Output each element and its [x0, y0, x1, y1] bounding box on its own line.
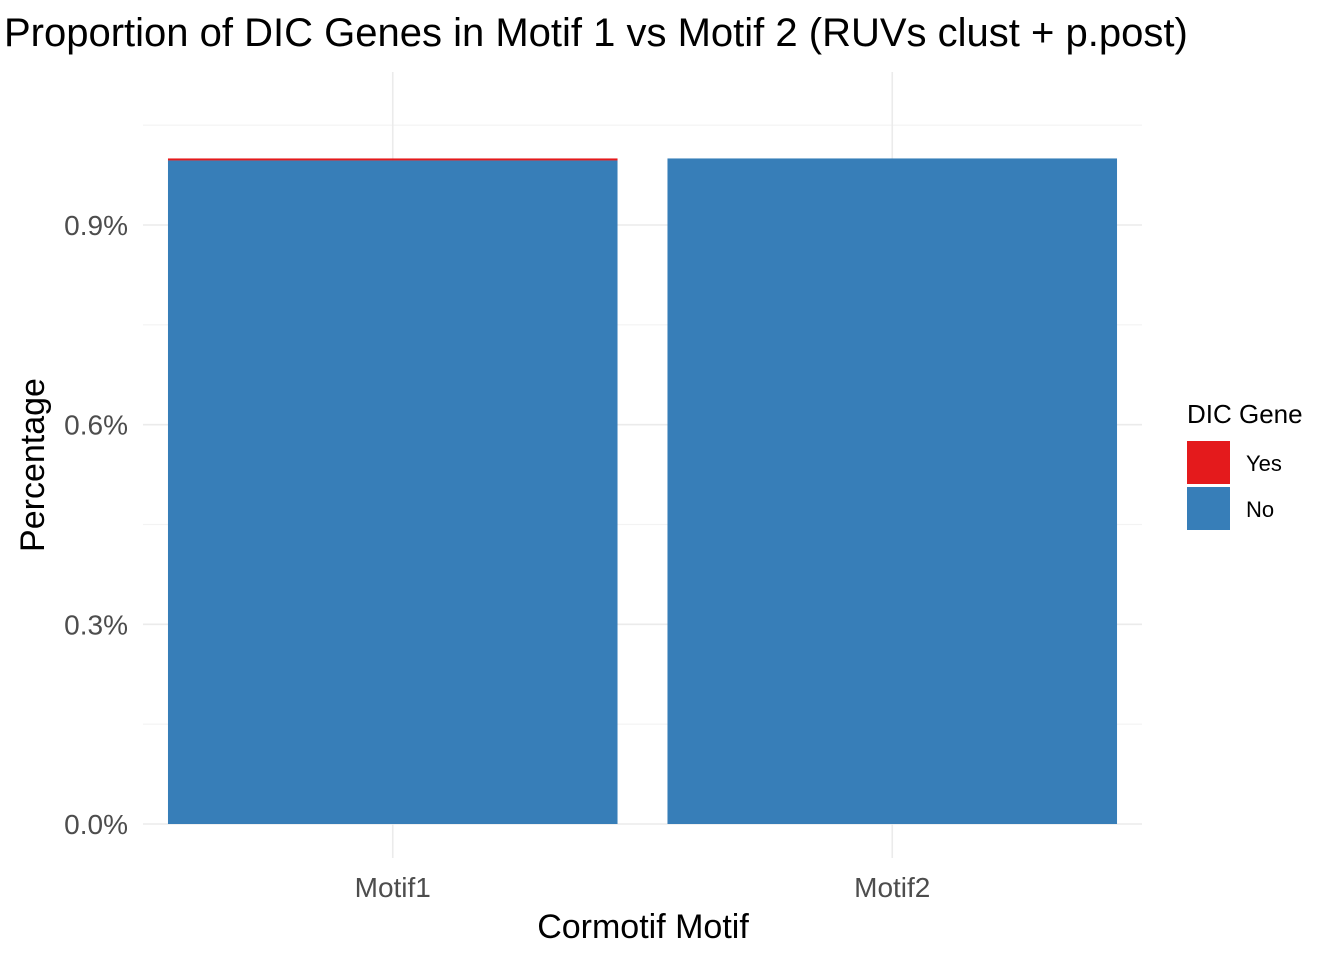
bar-motif1-yes	[167, 158, 618, 161]
y-axis-title: Percentage	[14, 378, 52, 552]
tick-labels: 0.0% 0.3% 0.6% 0.9% Motif1 Motif2	[64, 210, 930, 903]
bar-motif2-no	[667, 158, 1118, 824]
legend-key-no	[1187, 487, 1230, 530]
legend-title: DIC Gene	[1187, 399, 1303, 429]
y-tick-label: 0.6%	[64, 410, 128, 441]
y-tick-label: 0.0%	[64, 809, 128, 840]
bars	[167, 158, 1118, 825]
x-tick-label: Motif2	[854, 872, 930, 903]
legend: DIC Gene Yes No	[1187, 399, 1303, 530]
legend-label-yes: Yes	[1246, 451, 1282, 476]
x-axis-title: Cormotif Motif	[537, 908, 749, 946]
legend-label-no: No	[1246, 497, 1274, 522]
legend-key-yes	[1187, 441, 1230, 484]
chart-title: Proportion of DIC Genes in Motif 1 vs Mo…	[4, 11, 1188, 55]
y-tick-label: 0.3%	[64, 609, 128, 640]
y-tick-label: 0.9%	[64, 210, 128, 241]
bar-motif1-no	[167, 160, 618, 825]
x-tick-label: Motif1	[355, 872, 431, 903]
